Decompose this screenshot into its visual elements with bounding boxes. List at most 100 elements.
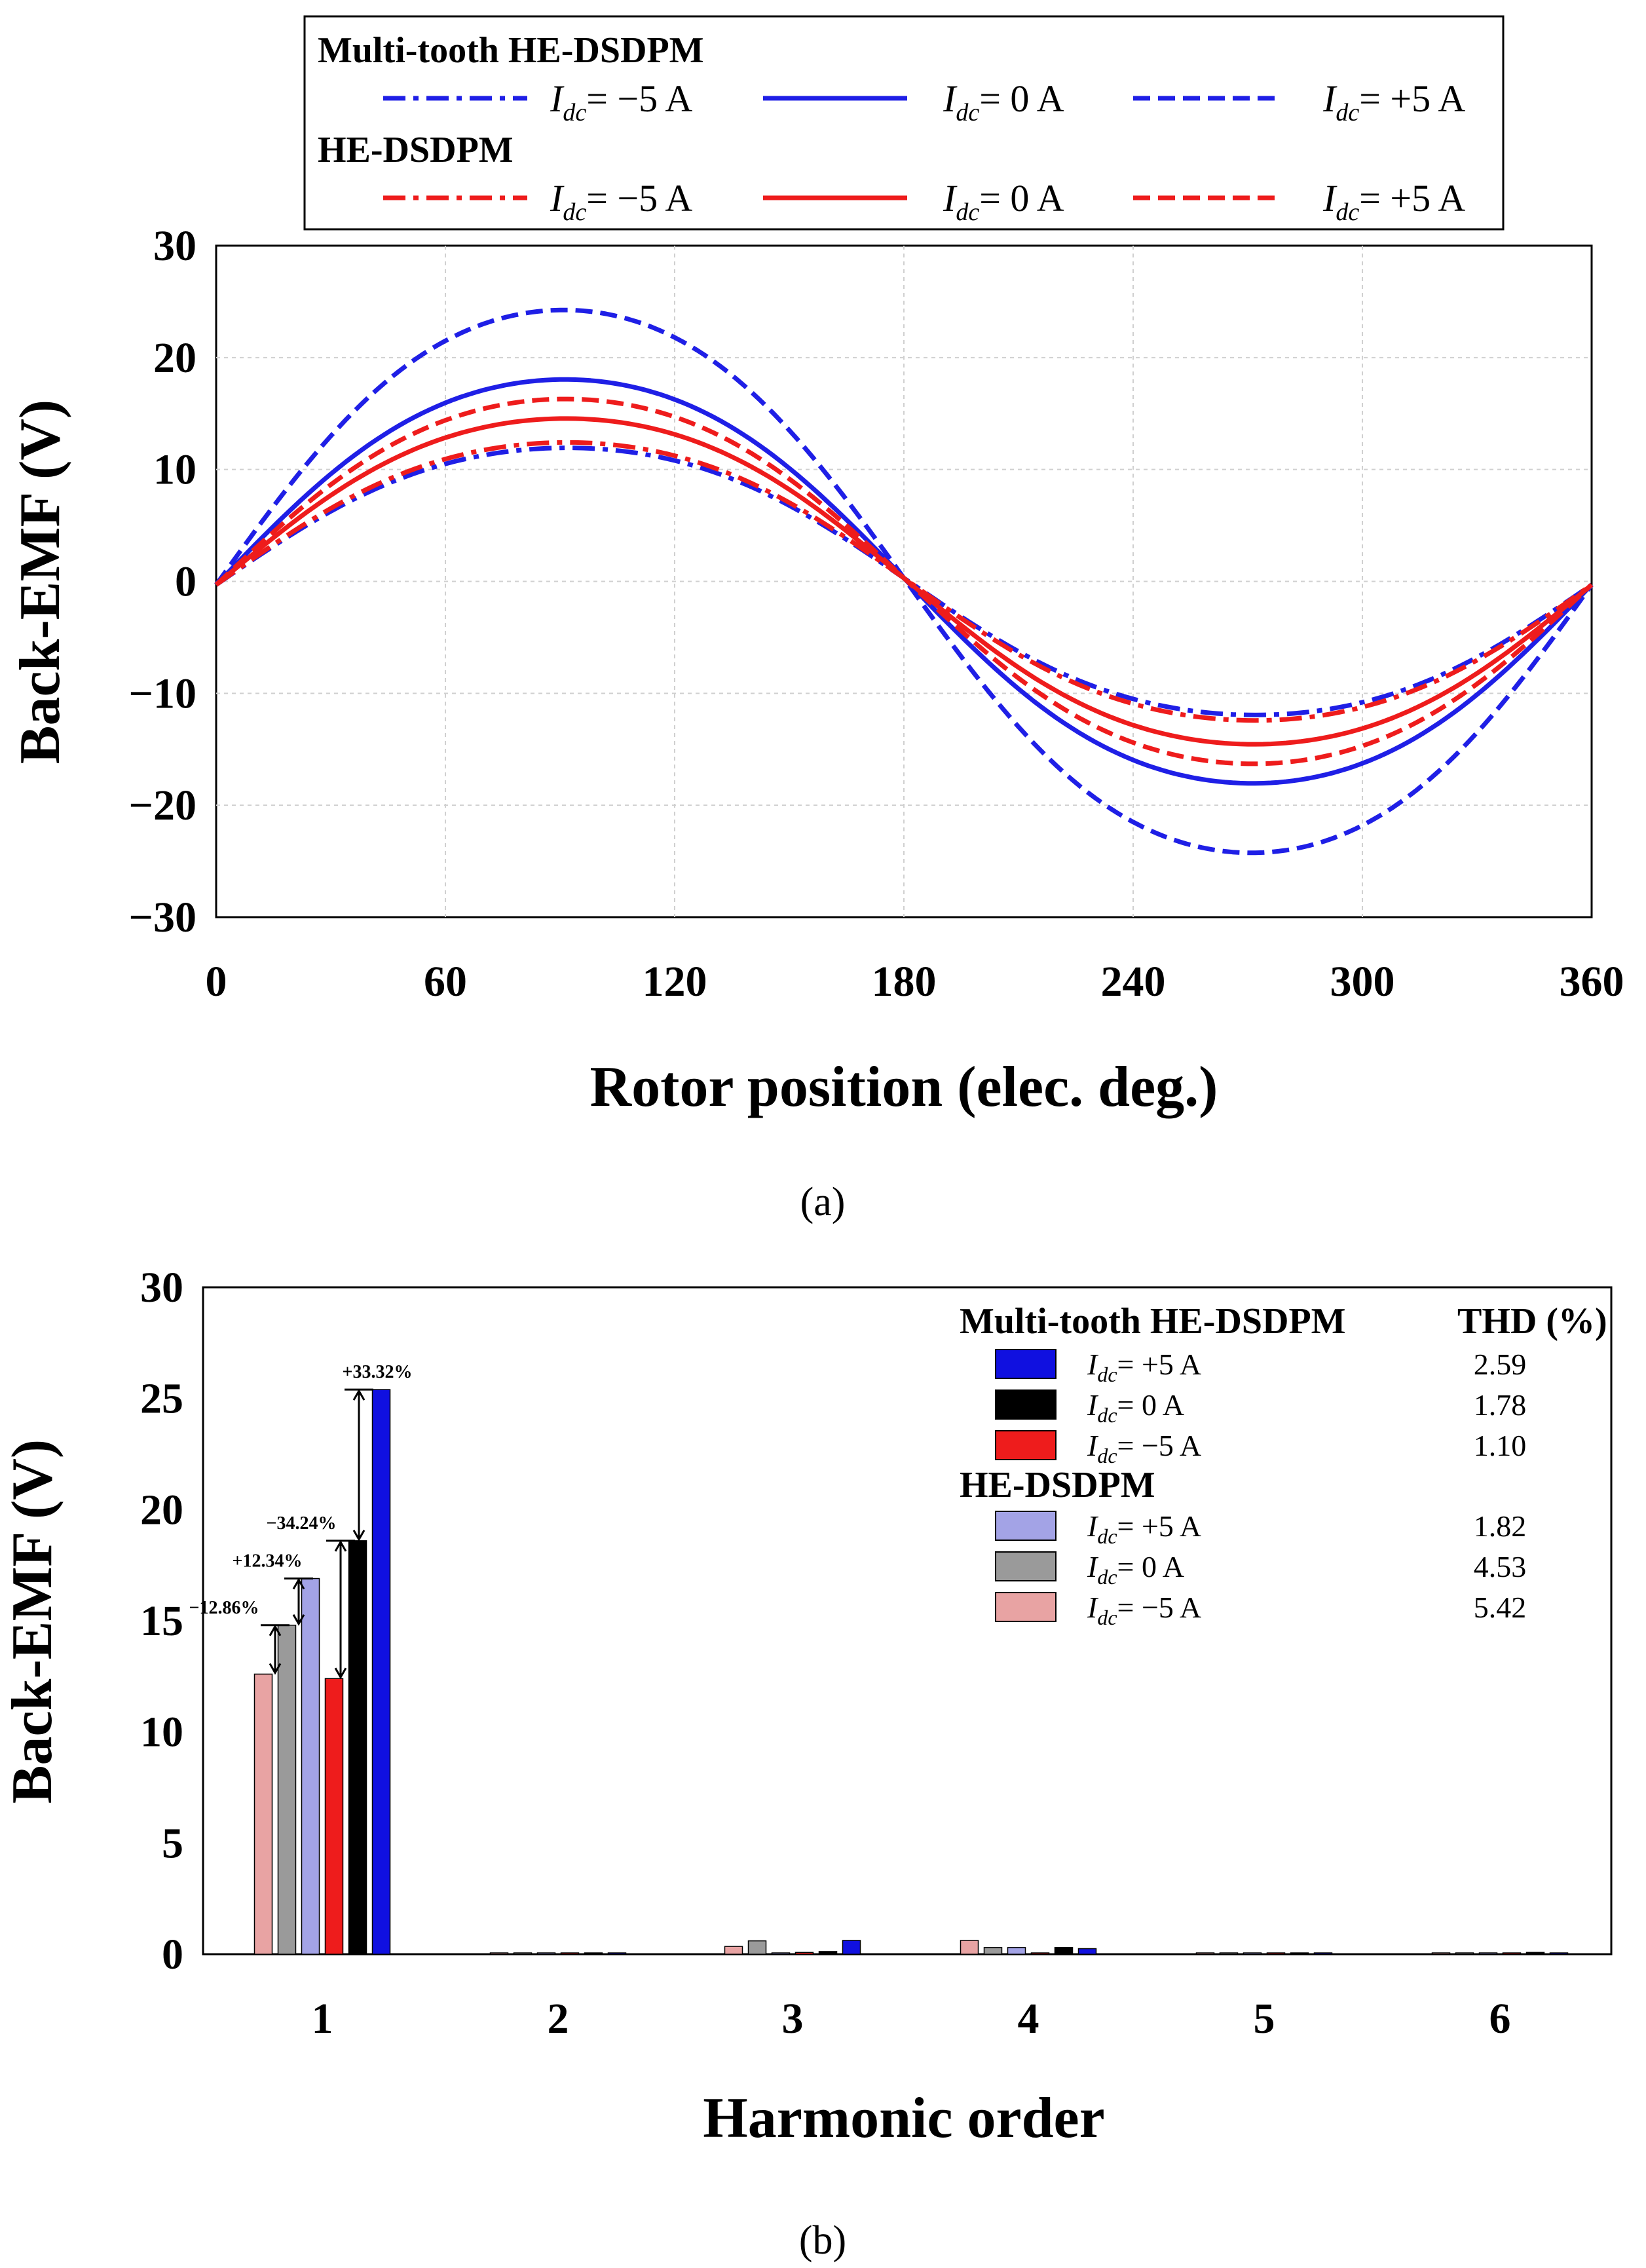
bar-legend-thd-value: 5.42 [1474, 1591, 1527, 1624]
bar [560, 1952, 580, 1955]
bar-legend-label: Idc= −5 A [1087, 1429, 1201, 1467]
legend-label-mt-plus5: Idc= +5 A [1322, 77, 1465, 126]
line-chart-y-tick-label: −30 [128, 894, 196, 941]
legend-label-mt-0: Idc= 0 A [943, 77, 1064, 126]
bar-legend-thd-value: 1.78 [1474, 1388, 1527, 1422]
bar [1243, 1952, 1262, 1955]
bar [301, 1578, 320, 1955]
bar-legend-label: Idc= +5 A [1087, 1509, 1201, 1548]
bar [1313, 1952, 1333, 1955]
line-chart-y-tick-label: 20 [153, 334, 196, 382]
bar [818, 1951, 838, 1955]
line-chart-x-tick-label: 360 [1560, 958, 1624, 1006]
percent-annotation: −12.86% [189, 1598, 259, 1618]
bar [747, 1940, 767, 1955]
bar [1525, 1952, 1545, 1955]
legend-label-he-minus5: Idc= −5 A [550, 177, 692, 226]
bar [348, 1540, 367, 1955]
line-chart-grid [216, 246, 1592, 917]
bar-legend-title-multitooth: Multi-tooth HE-DSDPM [960, 1301, 1346, 1342]
bar-chart-x-tick-label: 5 [1254, 1995, 1275, 2043]
bar [1030, 1952, 1050, 1955]
line-chart-y-ticks: 30 20 10 0 −10 −20 −30 [128, 222, 196, 941]
bar-legend-label: Idc= 0 A [1087, 1550, 1184, 1589]
line-chart-y-tick-label: −20 [128, 782, 196, 829]
percent-annotation: −34.24% [267, 1513, 337, 1534]
bar [1290, 1952, 1309, 1955]
bar-legend-thd-value: 1.10 [1474, 1429, 1527, 1462]
bar-legend-thd-value: 4.53 [1474, 1550, 1527, 1583]
bar [607, 1952, 627, 1955]
bar-legend-swatch [995, 1389, 1057, 1420]
bar-legend-label: Idc= 0 A [1087, 1388, 1184, 1427]
bar-chart-x-axis-label: Harmonic order [703, 2087, 1104, 2150]
line-chart-series [214, 307, 1594, 856]
bar-chart-x-tick-label: 4 [1018, 1995, 1039, 2043]
bar-chart-y-tick-label: 5 [162, 1819, 183, 1867]
panel-a-label: (a) [800, 1180, 846, 1224]
annotation-arrow-head [292, 1578, 305, 1590]
bar [842, 1940, 861, 1955]
percent-annotation: +33.32% [343, 1362, 413, 1382]
panel-b-label: (b) [799, 2218, 846, 2263]
bar [324, 1678, 344, 1955]
bar [1077, 1948, 1097, 1955]
bar [513, 1952, 533, 1955]
bar [536, 1952, 556, 1955]
bar-chart-x-ticks: 1 2 3 4 5 6 [312, 1995, 1511, 2043]
bar [489, 1952, 509, 1955]
bar-legend-label: Idc= +5 A [1087, 1348, 1201, 1386]
line-chart-x-tick-label: 300 [1330, 958, 1395, 1006]
bar-chart-frame [202, 1286, 1613, 1956]
annotation-arrow-head [334, 1540, 347, 1552]
bar-legend-title-hedsdpm: HE-DSDPM [960, 1465, 1155, 1505]
bar [795, 1952, 814, 1955]
bar-chart-x-tick-label: 2 [548, 1995, 569, 2043]
line-chart-x-tick-label: 0 [206, 958, 227, 1006]
bar-chart-y-tick-label: 25 [140, 1375, 183, 1423]
bar-legend-swatch [995, 1551, 1057, 1581]
bar-legend-thd-header: THD (%) [1457, 1301, 1607, 1342]
bar [1455, 1952, 1474, 1955]
line-chart-y-axis-label: Back-EMF (V) [9, 400, 72, 764]
bar-legend-swatch [995, 1430, 1057, 1460]
line-chart-y-tick-label: −10 [128, 670, 196, 717]
bar [724, 1946, 743, 1955]
bar-legend-label: Idc= −5 A [1087, 1591, 1201, 1629]
bar-chart-y-tick-label: 30 [140, 1264, 183, 1312]
bar [771, 1952, 791, 1955]
line-chart-x-tick-label: 120 [643, 958, 707, 1006]
line-chart-legend-box [303, 15, 1505, 231]
bar-chart-y-axis-label: Back-EMF (V) [1, 1439, 64, 1804]
bar [371, 1389, 391, 1955]
bar [1431, 1952, 1451, 1955]
bar-legend-thd-value: 2.59 [1474, 1348, 1527, 1381]
bar [253, 1673, 273, 1955]
annotation-arrow-head [352, 1389, 365, 1401]
line-chart-x-tick-label: 180 [872, 958, 937, 1006]
bar [1478, 1952, 1498, 1955]
line-chart-y-tick-label: 10 [153, 446, 196, 494]
bar-chart-legend: Multi-tooth HE-DSDPM THD (%) HE-DSDPM Id… [960, 1301, 1607, 1629]
bar-chart-panel-b: 30 25 20 15 10 5 0 1 2 3 4 5 6 +33.32% −34.24% +12.34… [1, 1264, 1613, 2263]
bar-chart-x-tick-label: 1 [312, 1995, 333, 2043]
line-chart-x-axis-label: Rotor position (elec. deg.) [590, 1055, 1218, 1119]
bar-chart-y-tick-label: 20 [140, 1486, 183, 1534]
bar-chart-y-tick-label: 0 [162, 1931, 183, 1978]
annotation-arrow-head [292, 1614, 305, 1626]
line-chart-panel-a: 30 20 10 0 −10 −20 −30 0 60 120 180 240 300 360 Roto… [9, 15, 1624, 1224]
bar-chart-y-tick-label: 15 [140, 1597, 183, 1645]
bar-chart-x-tick-label: 6 [1489, 1995, 1511, 2043]
line-chart-y-tick-label: 30 [153, 222, 196, 270]
bar-legend-thd-value: 1.82 [1474, 1509, 1527, 1543]
bar [983, 1947, 1003, 1955]
bar-chart-annotations: +33.32% −34.24% +12.34% −12.86% [189, 1362, 413, 1680]
bar-legend-swatch [995, 1592, 1057, 1622]
bar [1007, 1947, 1026, 1955]
bar-chart-bars [253, 1389, 1569, 1955]
bar [1502, 1952, 1522, 1955]
bar-chart-y-ticks: 30 25 20 15 10 5 0 [140, 1264, 183, 1978]
bar [1054, 1947, 1074, 1955]
bar [1266, 1952, 1286, 1955]
